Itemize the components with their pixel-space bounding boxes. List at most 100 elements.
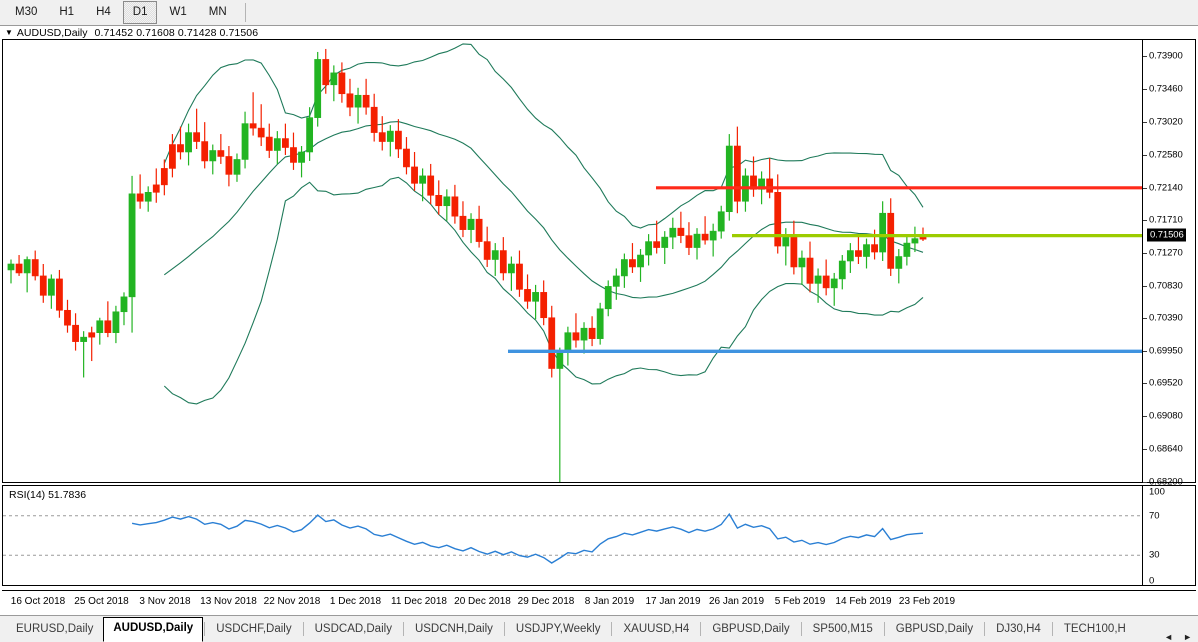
candle <box>491 243 499 276</box>
rsi-axis-label: 70 <box>1149 510 1160 522</box>
candle <box>653 220 661 254</box>
chart-tab-gbpusd-daily[interactable]: GBPUSD,Daily <box>895 623 974 635</box>
date-axis-label: 23 Feb 2019 <box>898 596 956 607</box>
chart-tab-usdcnh-daily[interactable]: USDCNH,Daily <box>414 623 493 635</box>
timeframe-button-w1[interactable]: W1 <box>169 6 187 18</box>
tab-scroll-left-arrow-icon[interactable]: ◄ <box>1164 632 1174 642</box>
chart-tab-tech100-h[interactable]: TECH100,H <box>1063 623 1126 635</box>
candle <box>742 168 749 212</box>
candle <box>411 151 418 191</box>
date-axis-label: 1 Dec 2018 <box>329 596 382 607</box>
candle-body <box>572 332 580 341</box>
chart-tab-usdchf-daily[interactable]: USDCHF,Daily <box>216 623 292 635</box>
candle-body <box>879 212 887 253</box>
candle-body <box>346 93 354 108</box>
tab-separator <box>503 622 505 636</box>
timeframe-button-d1[interactable]: D1 <box>122 1 158 24</box>
bollinger-lower-band <box>163 176 924 405</box>
rsi-axis-label: 30 <box>1149 549 1160 561</box>
candle <box>282 123 289 155</box>
candle <box>838 255 846 290</box>
chart-tab-gbpusd-daily[interactable]: GBPUSD,Daily <box>712 623 790 635</box>
price-chart-canvas[interactable] <box>3 40 1142 482</box>
candle <box>911 226 919 253</box>
candle <box>152 168 160 203</box>
price-axis-label: 0.68640 <box>1149 443 1183 455</box>
timeframe-button-h1[interactable]: H1 <box>59 6 75 18</box>
ohlc-values: 0.71452 0.71608 0.71428 0.71506 <box>94 27 259 39</box>
candle-body <box>612 275 620 287</box>
candle-body <box>72 324 79 342</box>
candle <box>580 322 588 354</box>
candle <box>540 280 548 326</box>
candle <box>588 316 596 347</box>
price-axis[interactable]: 0.73900 0.73460 0.73020 0.72580 0.72140 0.717… <box>1142 40 1195 488</box>
chart-tab-dj30-h4[interactable]: DJ30,H4 <box>996 623 1041 635</box>
candle-body <box>540 292 548 319</box>
timeframe-button-m30[interactable]: M30 <box>15 6 38 18</box>
candle <box>241 111 249 169</box>
candle-body <box>338 72 346 95</box>
candle <box>7 259 15 284</box>
rsi-chart-frame: RSI(14) 51.7836 100 70 30 0 <box>2 485 1196 587</box>
candle-body <box>733 145 741 202</box>
candle-body <box>217 150 225 157</box>
candle <box>314 51 322 127</box>
candle <box>177 126 184 160</box>
candle-body <box>419 175 427 184</box>
candle-body <box>209 150 217 162</box>
price-axis-tick <box>1143 89 1147 91</box>
chart-tab-sp500-m15[interactable]: SP500,M15 <box>812 623 873 635</box>
tab-separator <box>883 622 885 636</box>
candle-body <box>556 351 564 369</box>
timeframe-button-mn[interactable]: MN <box>208 6 227 18</box>
candle-body <box>112 311 120 333</box>
candle <box>822 259 830 296</box>
candle <box>306 107 314 161</box>
candle-body <box>257 127 265 138</box>
timeframe-toolbar: M30 H1 H4 D1 W1 MN <box>0 0 1198 26</box>
tab-scroll-right-arrow-icon[interactable]: ► <box>1183 632 1192 642</box>
price-axis-label: 0.70390 <box>1149 312 1183 324</box>
date-axis-label: 26 Jan 2019 <box>708 596 765 607</box>
candle <box>790 220 798 275</box>
candle <box>685 222 693 256</box>
price-axis-label: 0.73900 <box>1149 50 1183 62</box>
date-axis[interactable]: 16 Oct 2018 25 Oct 2018 3 Nov 2018 13 Nov 2… <box>2 590 1196 614</box>
chart-tab-usdcad-daily[interactable]: USDCAD,Daily <box>314 623 392 635</box>
candle-body <box>411 166 418 184</box>
tab-separator <box>800 622 802 636</box>
candle <box>895 249 903 284</box>
candle <box>39 263 47 303</box>
candle-body <box>677 227 685 236</box>
price-axis-tick <box>1143 122 1147 124</box>
candle-body <box>96 320 104 333</box>
rsi-line <box>131 512 924 564</box>
timeframe-button-h4[interactable]: H4 <box>96 6 111 18</box>
chart-collapse-caret-icon[interactable]: ▼ <box>5 28 13 37</box>
chart-tab-eurusd-daily[interactable]: EURUSD,Daily <box>16 623 94 635</box>
candlestick-plot <box>7 43 1142 482</box>
price-axis-tick <box>1143 285 1147 287</box>
candle <box>169 134 176 178</box>
candle <box>629 243 636 273</box>
rsi-plot <box>3 512 1142 564</box>
rsi-canvas[interactable] <box>3 486 1142 585</box>
candle <box>612 268 620 300</box>
price-axis-label: 0.72140 <box>1149 182 1183 194</box>
chart-tab-audusd-daily[interactable]: AUDUSD,Daily <box>103 617 204 642</box>
chart-tab-xauusd-h4[interactable]: XAUUSD,H4 <box>623 623 690 635</box>
chart-tab-usdjpy-weekly[interactable]: USDJPY,Weekly <box>515 623 601 635</box>
candle-body <box>782 236 790 247</box>
candle-body <box>7 263 15 271</box>
candle <box>290 132 297 170</box>
candle <box>64 299 71 333</box>
bollinger-upper-band <box>163 43 924 229</box>
candle-body <box>459 215 467 230</box>
candle <box>661 231 669 264</box>
candle-body <box>144 192 152 202</box>
candle-body <box>814 275 822 284</box>
candle <box>435 180 443 215</box>
toolbar-separator <box>244 3 246 22</box>
candle-body <box>491 250 499 260</box>
